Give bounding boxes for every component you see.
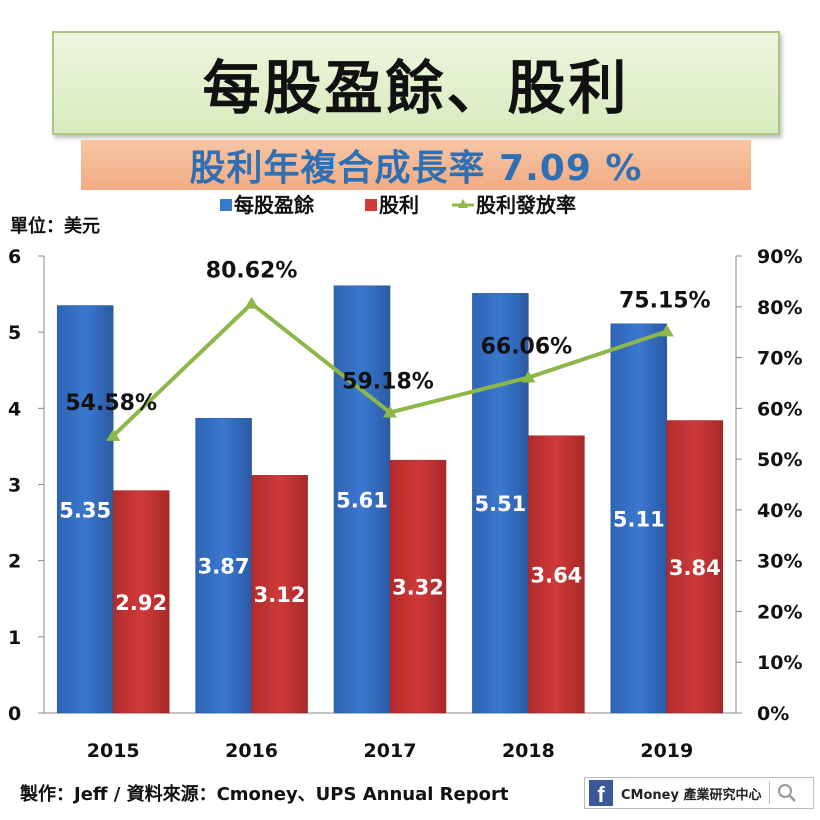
left-tick-label: 5	[8, 322, 21, 344]
dividend-data-label: 3.84	[669, 556, 721, 580]
left-tick-label: 2	[8, 551, 21, 573]
dividend-data-label: 3.32	[392, 576, 444, 600]
search-icon[interactable]	[776, 782, 798, 804]
payout-marker	[383, 405, 397, 418]
right-tick-label: 90%	[757, 246, 802, 268]
eps-bar	[610, 323, 668, 714]
x-tick-label: 2017	[364, 740, 417, 762]
x-tick-label: 2016	[225, 740, 278, 762]
payout-marker	[106, 428, 121, 441]
eps-data-label: 3.87	[198, 555, 250, 579]
payout-data-label: 59.18%	[342, 369, 434, 394]
source-credit: 製作：Jeff / 資料來源：Cmoney、UPS Annual Report	[20, 784, 509, 805]
dividend-data-label: 3.12	[254, 583, 306, 607]
right-tick-label: 40%	[757, 500, 802, 522]
x-tick-label: 2019	[640, 740, 693, 762]
eps-bar	[472, 293, 529, 714]
right-tick-label: 50%	[757, 449, 802, 471]
dividend-bar	[251, 475, 308, 714]
left-tick-label: 1	[8, 627, 21, 649]
brand-divider	[769, 782, 771, 804]
dividend-bar	[389, 459, 447, 714]
right-tick-label: 70%	[757, 348, 802, 370]
eps-data-label: 5.61	[336, 488, 388, 512]
legend-swatch	[220, 199, 232, 211]
facebook-icon[interactable]: f	[589, 780, 613, 806]
unit-label: 單位：美元	[10, 216, 100, 237]
chart-title-box: 每股盈餘、股利	[52, 31, 780, 135]
payout-data-label: 54.58%	[65, 391, 157, 416]
payout-marker	[521, 370, 536, 383]
x-tick-label: 2018	[502, 740, 555, 762]
payout-data-label: 75.15%	[619, 288, 711, 313]
legend-label: 股利	[379, 193, 419, 217]
eps-data-label: 5.51	[474, 492, 526, 516]
right-tick-label: 10%	[757, 652, 802, 674]
dividend-bar	[666, 420, 724, 714]
payout-marker	[659, 324, 674, 337]
chart-title: 每股盈餘、股利	[202, 54, 630, 122]
eps-data-label: 5.11	[613, 507, 665, 531]
right-tick-label: 60%	[757, 398, 802, 420]
payout-marker	[244, 296, 259, 309]
brand-badge[interactable]: f CMoney 產業研究中心	[584, 777, 814, 809]
eps-bar	[56, 305, 114, 714]
right-tick-label: 30%	[757, 551, 802, 573]
right-tick-label: 0%	[757, 703, 789, 725]
right-tick-label: 80%	[757, 297, 802, 319]
legend-marker	[458, 199, 468, 208]
left-tick-label: 3	[8, 475, 21, 497]
eps-data-label: 5.35	[59, 498, 111, 522]
dividend-bar	[112, 490, 170, 714]
legend-label: 股利發放率	[476, 193, 576, 217]
legend-label: 每股盈餘	[234, 193, 315, 217]
right-tick-label: 20%	[757, 601, 802, 623]
legend-swatch	[365, 199, 377, 211]
eps-bar	[333, 285, 391, 714]
chart-subtitle: 股利年複合成長率 7.09 %	[189, 148, 643, 189]
left-tick-label: 6	[8, 246, 21, 268]
payout-data-label: 80.62%	[206, 259, 298, 284]
dividend-data-label: 2.92	[115, 591, 167, 615]
x-tick-label: 2015	[87, 740, 140, 762]
left-tick-label: 4	[8, 398, 21, 420]
brand-name: CMoney 產業研究中心	[621, 787, 762, 803]
eps-bar	[195, 417, 252, 714]
dividend-data-label: 3.64	[530, 563, 582, 587]
payout-data-label: 66.06%	[481, 335, 573, 360]
dividend-bar	[528, 435, 585, 714]
left-tick-label: 0	[8, 703, 21, 725]
subtitle-box: 股利年複合成長率 7.09 %	[81, 140, 751, 190]
